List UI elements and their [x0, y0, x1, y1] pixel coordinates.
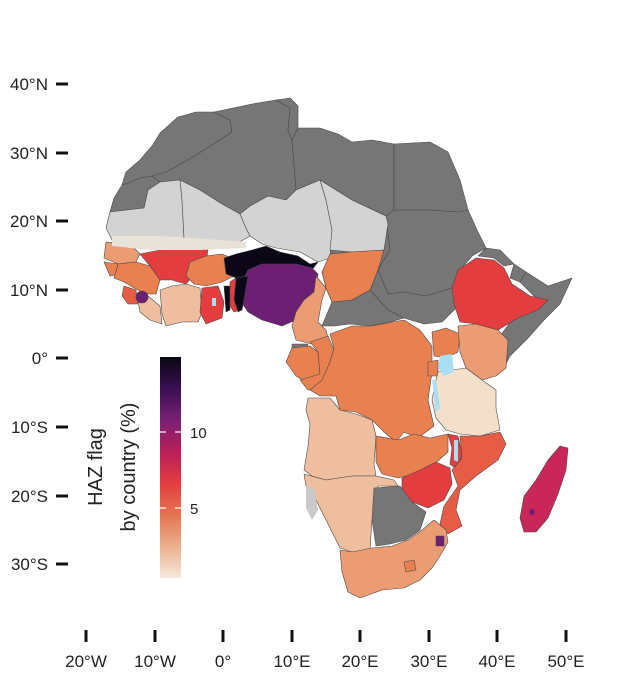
country-togo	[223, 285, 231, 313]
country-tanzania	[431, 367, 501, 437]
lat-label-40n: 40°N	[10, 75, 48, 94]
lon-label-30e: 30°E	[410, 652, 447, 671]
country-uganda	[431, 327, 461, 359]
lon-label-0: 0°	[215, 652, 231, 671]
country-lesotho	[403, 559, 417, 573]
country-madagascar	[519, 445, 569, 533]
lon-label-20w: 20°W	[65, 652, 107, 671]
legend-title-line1: HAZ flag	[85, 428, 107, 506]
lon-axis: 20°W 10°W 0° 10°E 20°E 30°E 40°E 50°E	[65, 630, 585, 671]
legend-title-line2: by country (%)	[118, 403, 140, 532]
legend-label-5: 5	[190, 501, 198, 518]
lon-label-10e: 10°E	[273, 652, 310, 671]
country-south-africa	[339, 519, 449, 599]
lat-label-20n: 20°N	[10, 212, 48, 231]
lat-axis: 40°N 30°N 20°N 10°N 0° 10°S 20°S 30°S	[10, 75, 68, 574]
country-guinea	[113, 261, 161, 295]
country-layer	[103, 97, 573, 599]
legend-label-10: 10	[190, 425, 207, 442]
lat-label-0: 0°	[32, 349, 48, 368]
lon-label-50e: 50°E	[547, 652, 584, 671]
country-mozambique	[439, 431, 507, 535]
country-eswatini	[435, 535, 445, 547]
country-chad-south	[321, 249, 385, 303]
gambia-dot	[135, 290, 149, 304]
kalahari-salt-pans	[306, 486, 318, 520]
sahel-strip	[112, 236, 246, 250]
lake-tanganyika	[432, 380, 440, 412]
lon-label-40e: 40°E	[478, 652, 515, 671]
lat-label-20s: 20°S	[11, 487, 48, 506]
country-zambia	[375, 433, 449, 479]
country-ethiopia	[451, 257, 549, 331]
country-drc	[309, 319, 435, 443]
country-niger-south-strip	[233, 275, 249, 313]
lat-label-10s: 10°S	[11, 418, 48, 437]
country-rwanda-burundi	[427, 359, 439, 377]
country-sierra-leone	[121, 285, 139, 305]
lake-victoria	[438, 354, 454, 376]
features-layer	[112, 236, 535, 520]
lat-label-10n: 10°N	[10, 281, 48, 300]
lat-label-30s: 30°S	[11, 555, 48, 574]
country-burkina-faso	[185, 253, 237, 287]
country-botswana	[371, 485, 427, 547]
lake-malawi	[454, 440, 458, 462]
lon-label-10w: 10°W	[134, 652, 176, 671]
lake-volta	[212, 298, 216, 306]
country-egypt	[393, 141, 469, 213]
madagascar-west-dot	[529, 509, 535, 515]
legend: 10 5 HAZ flag by country (%)	[85, 357, 207, 578]
country-cote-divoire	[159, 283, 203, 327]
lon-label-20e: 20°E	[341, 652, 378, 671]
lat-label-30n: 30°N	[10, 144, 48, 163]
legend-colorbar	[160, 357, 181, 578]
country-eritrea	[477, 247, 515, 267]
